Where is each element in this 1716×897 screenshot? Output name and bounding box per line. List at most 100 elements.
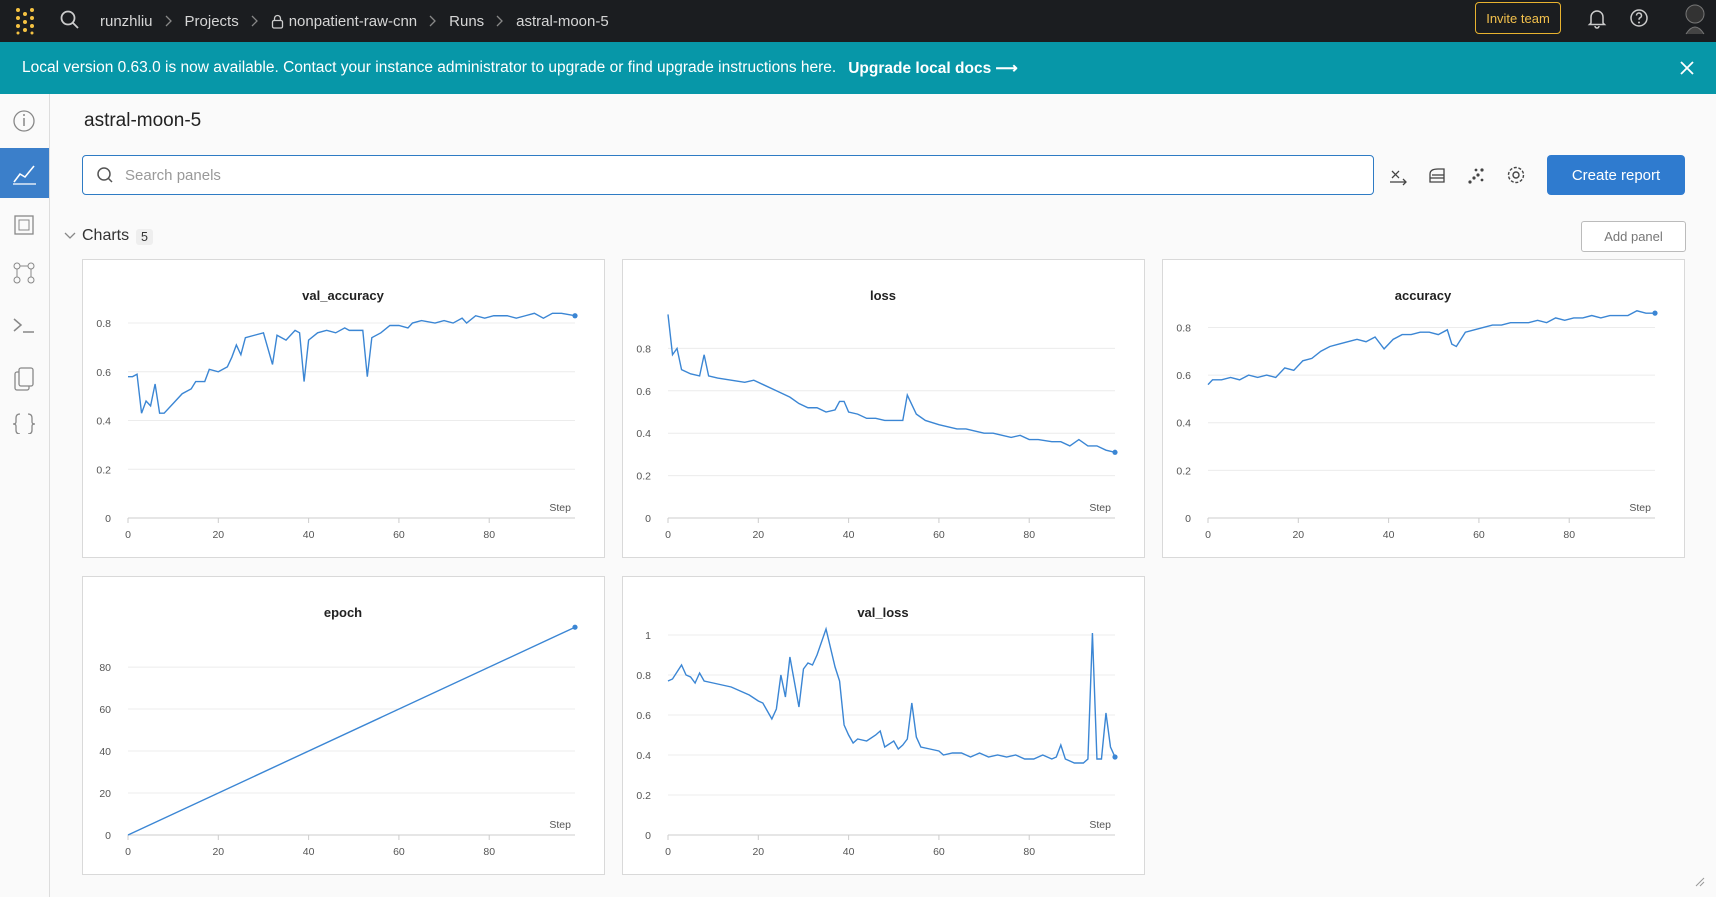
y-tick-label: 0.4 (636, 428, 651, 440)
chart-title: epoch (324, 605, 362, 620)
x-tick-label: 40 (843, 846, 855, 858)
breadcrumb[interactable]: astral-moon-5 (516, 12, 609, 30)
last-point (1112, 449, 1118, 455)
y-tick-label: 0.4 (96, 416, 111, 428)
section-title[interactable]: Charts (82, 227, 130, 244)
series-line (128, 312, 576, 414)
chart-panel: accuracy 0 0.2 0.4 0.6 0.8 0 20 40 60 80 Step (1162, 259, 1685, 558)
breadcrumb[interactable]: Runs (449, 12, 485, 30)
x-tick-label: 40 (303, 529, 315, 541)
breadcrumb: nonpatient-raw-cnn (288, 12, 418, 30)
banner-message: Local version 0.63.0 is now available. C… (22, 59, 837, 76)
y-tick-label: 40 (99, 746, 111, 758)
y-tick-label: 0.2 (636, 790, 651, 802)
info-icon[interactable] (13, 110, 35, 132)
y-tick-label: 0 (105, 830, 111, 842)
y-tick-label: 0 (105, 513, 111, 525)
search-placeholder: Search panels (125, 166, 221, 184)
chart: val_accuracy 0 0.2 0.4 0.6 0.8 0 20 40 60 80 Step (96, 288, 578, 541)
toolbar-icons (1390, 166, 1525, 186)
chart-title: val_loss (857, 605, 908, 620)
x-axis-label: Step (1629, 502, 1651, 514)
logo[interactable] (12, 6, 42, 36)
breadcrumb[interactable]: Projects (184, 12, 239, 30)
chart-title: val_accuracy (302, 288, 384, 303)
x-tick-label: 20 (752, 846, 764, 858)
x-axis-icon[interactable] (1390, 170, 1407, 186)
create-report-button[interactable]: Create report (1547, 155, 1685, 195)
x-tick-label: 80 (483, 529, 495, 541)
search-icon[interactable] (59, 9, 81, 31)
chart-title: accuracy (1395, 288, 1452, 303)
config-icon[interactable] (12, 413, 36, 435)
chart: val_loss 0 0.2 0.4 0.6 0.8 1 0 20 40 60 80 Step (636, 605, 1118, 858)
x-tick-label: 80 (483, 846, 495, 858)
series-line (1207, 310, 1655, 386)
breadcrumbs: runzhliu Projects nonpatient-raw-cnn Run… (100, 0, 609, 42)
close-button[interactable] (1679, 60, 1695, 76)
y-tick-label: 0.8 (1176, 322, 1191, 334)
x-tick-label: 40 (303, 846, 315, 858)
sidebar (0, 94, 50, 897)
sidebar-icons (0, 110, 49, 435)
chart-panel: val_accuracy 0 0.2 0.4 0.6 0.8 0 20 40 60 80 Step (82, 259, 605, 558)
y-tick-label: 0.6 (1176, 370, 1191, 382)
breadcrumb[interactable]: runzhliu (100, 12, 153, 30)
lock-icon (271, 14, 283, 29)
settings-icon[interactable] (1507, 166, 1525, 184)
logs-icon[interactable] (13, 318, 34, 333)
files-icon[interactable] (14, 367, 34, 391)
chevron (429, 15, 437, 27)
x-tick-label: 60 (393, 529, 405, 541)
outliers-icon[interactable] (1468, 168, 1484, 184)
last-point (1112, 754, 1118, 760)
x-tick-label: 20 (1292, 529, 1304, 541)
run-title: astral-moon-5 (84, 110, 202, 131)
y-tick-label: 0.2 (636, 471, 651, 483)
x-tick-label: 60 (393, 846, 405, 858)
section-count: 5 (136, 229, 153, 245)
y-tick-label: 0.6 (96, 367, 111, 379)
y-tick-label: 0.8 (636, 343, 651, 355)
avatar[interactable] (1680, 2, 1710, 36)
y-tick-label: 0.6 (636, 386, 651, 398)
bell-icon[interactable] (1586, 7, 1608, 29)
x-tick-label: 60 (1473, 529, 1485, 541)
chevron (496, 15, 504, 27)
x-tick-label: 20 (212, 529, 224, 541)
chart-panel: epoch 0 20 40 60 80 0 20 40 60 80 Step (82, 576, 605, 875)
collapse-chevron[interactable] (63, 230, 77, 242)
search-box[interactable]: Search panels (82, 155, 1374, 195)
x-tick-label: 40 (1383, 529, 1395, 541)
model-icon[interactable] (13, 262, 35, 284)
x-tick-label: 20 (212, 846, 224, 858)
project-crumb[interactable]: nonpatient-raw-cnn (271, 13, 417, 30)
x-tick-label: 0 (1205, 529, 1211, 541)
series-line (667, 314, 1116, 453)
y-tick-label: 0.4 (1176, 418, 1191, 430)
chevron (251, 15, 258, 27)
banner-link[interactable]: Upgrade local docs ⟶ (848, 59, 1018, 77)
help-icon[interactable] (1627, 6, 1651, 30)
invite-button[interactable]: Invite team (1475, 2, 1561, 34)
x-tick-label: 60 (933, 529, 945, 541)
y-tick-label: 20 (99, 788, 111, 800)
add-panel-button[interactable]: Add panel (1581, 221, 1686, 252)
system-icon[interactable] (14, 215, 34, 235)
chart: epoch 0 20 40 60 80 0 20 40 60 80 Step (99, 605, 578, 858)
x-tick-label: 0 (125, 529, 131, 541)
x-axis-label: Step (1089, 502, 1111, 514)
y-tick-label: 60 (99, 704, 111, 716)
y-tick-label: 0.6 (636, 710, 651, 722)
y-tick-label: 0 (645, 513, 651, 525)
chart-title: loss (870, 288, 896, 303)
charts-tab[interactable] (0, 148, 49, 198)
smoothing-icon[interactable] (1429, 168, 1445, 183)
x-tick-label: 60 (933, 846, 945, 858)
x-tick-label: 40 (843, 529, 855, 541)
last-point (1652, 310, 1658, 316)
x-tick-label: 0 (125, 846, 131, 858)
x-tick-label: 80 (1563, 529, 1575, 541)
series-line (667, 626, 1116, 764)
